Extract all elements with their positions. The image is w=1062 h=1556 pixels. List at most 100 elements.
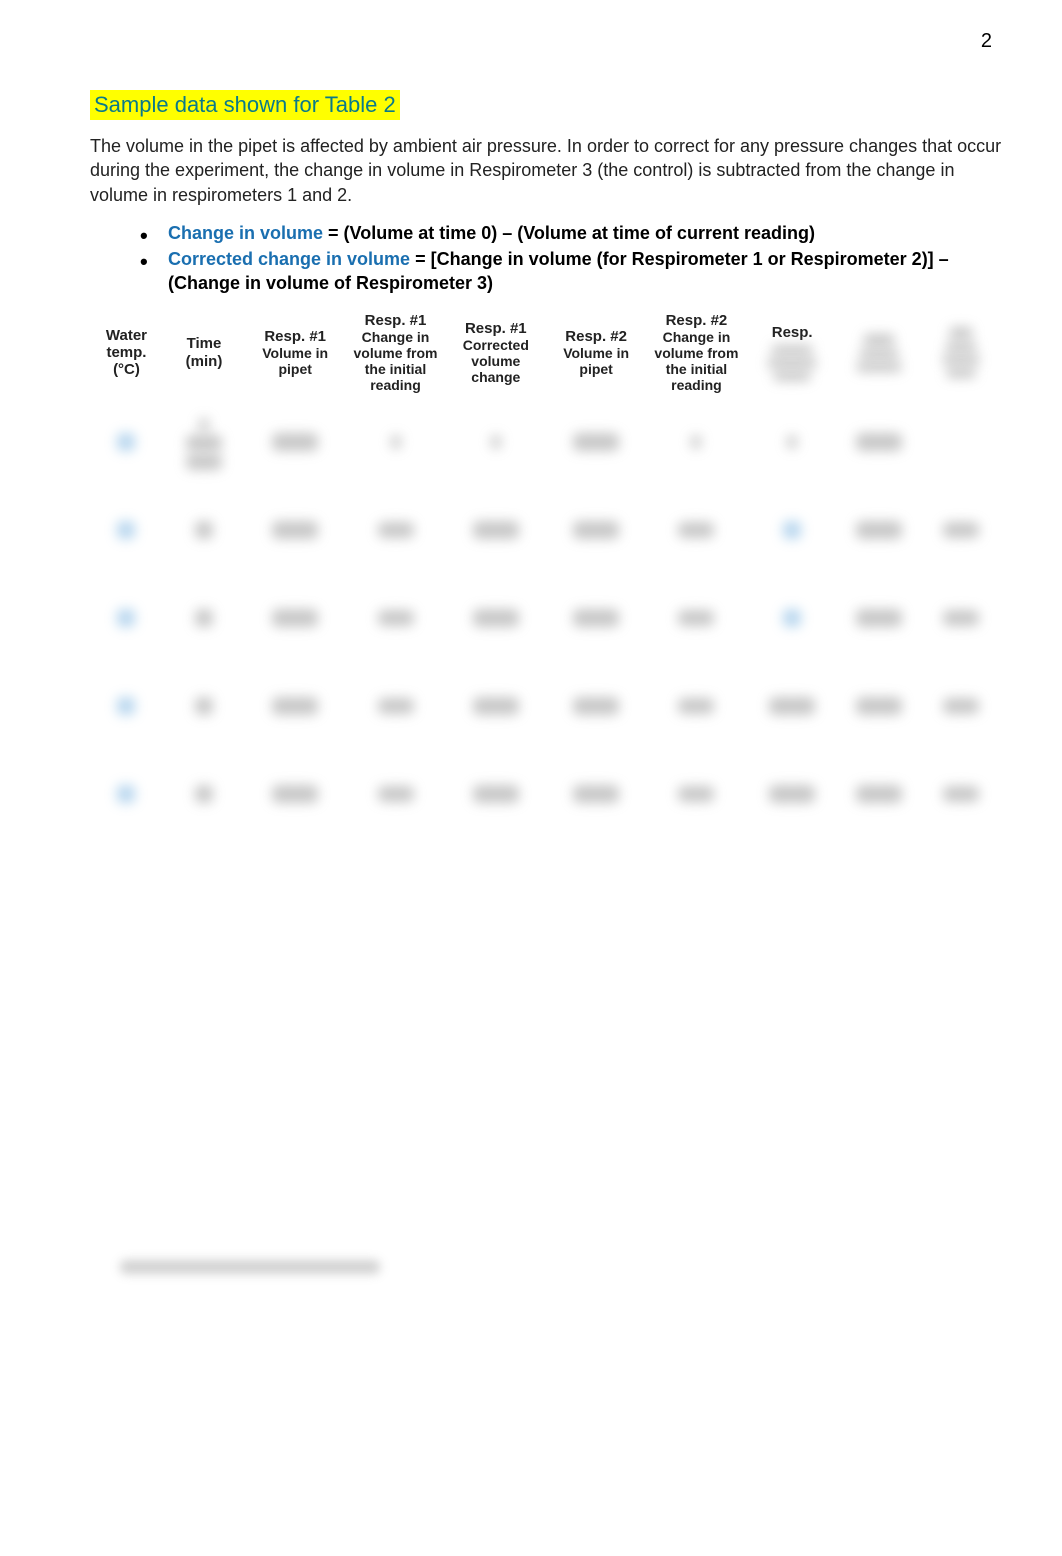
- redacted-value: [573, 609, 619, 627]
- table-cell: [245, 752, 345, 840]
- table-cell: [838, 576, 920, 664]
- table-header-row: Water temp. (°C) Time (min) Resp. #1Volu…: [90, 306, 1002, 400]
- table-cell: [747, 488, 838, 576]
- bullet-term: Change in volume: [168, 223, 323, 243]
- redacted-value: [573, 433, 619, 451]
- table-cell: [446, 576, 546, 664]
- col-header: Resp. #1Corrected volume change: [446, 306, 546, 400]
- redacted-value: [195, 697, 213, 715]
- col-header: Time (min): [163, 306, 245, 400]
- col-header: Resp.: [747, 306, 838, 400]
- intro-the: The: [90, 136, 126, 156]
- redacted-header: [863, 334, 895, 346]
- table-cell: [920, 664, 1002, 752]
- table-cell: [163, 488, 245, 576]
- col-header: Water temp. (°C): [90, 306, 163, 400]
- redacted-header: [856, 362, 902, 372]
- redacted-value: [678, 698, 714, 714]
- table-cell: [446, 488, 546, 576]
- redacted-value: [117, 433, 135, 451]
- col-header: Resp. #1Change in volume from the initia…: [345, 306, 445, 400]
- redacted-value: [769, 785, 815, 803]
- table-cell: [245, 400, 345, 488]
- page-number: 2: [981, 30, 992, 53]
- table-cell: [546, 664, 646, 752]
- redacted-value: [272, 609, 318, 627]
- bullet-item: Corrected change in volume = [Change in …: [140, 247, 1002, 296]
- intro-rest: volume in the pipet is affected by ambie…: [90, 136, 1001, 205]
- col-header: Resp. #2Change in volume from the initia…: [646, 306, 746, 400]
- redacted-value: [491, 435, 501, 449]
- redacted-value: [678, 610, 714, 626]
- redacted-header: [859, 349, 899, 359]
- table-row: [90, 576, 1002, 664]
- table-row: [90, 664, 1002, 752]
- col-header: Resp. #1Volume in pipet: [245, 306, 345, 400]
- table-cell: [345, 576, 445, 664]
- bullet-item: Change in volume = (Volume at time 0) – …: [140, 221, 1002, 245]
- redacted-value: [856, 521, 902, 539]
- table-row: [90, 488, 1002, 576]
- redacted-value: [117, 785, 135, 803]
- redacted-header: [773, 371, 811, 381]
- redacted-value: [856, 433, 902, 451]
- col-header-redacted: [838, 306, 920, 400]
- table-cell: [163, 576, 245, 664]
- redacted-value: [117, 609, 135, 627]
- redacted-value: [117, 697, 135, 715]
- redacted-value: [391, 435, 401, 449]
- redacted-value: [678, 786, 714, 802]
- table-cell: [920, 400, 1002, 488]
- bullet-rest: = (Volume at time 0) – (Volume at time o…: [323, 223, 815, 243]
- redacted-value: [473, 697, 519, 715]
- redacted-value: [473, 521, 519, 539]
- table-cell: [646, 400, 746, 488]
- table-cell: [446, 752, 546, 840]
- redacted-value: [195, 521, 213, 539]
- table-cell: [90, 400, 163, 488]
- table-cell: [446, 664, 546, 752]
- table-cell: [90, 576, 163, 664]
- table-cell: [646, 664, 746, 752]
- redacted-value: [272, 697, 318, 715]
- table-cell: [245, 664, 345, 752]
- table-cell: [245, 576, 345, 664]
- redacted-header: [771, 345, 813, 355]
- redacted-value: [856, 785, 902, 803]
- redacted-value: [573, 697, 619, 715]
- redacted-value: [378, 698, 414, 714]
- redacted-header: [942, 355, 980, 365]
- table-cell: [747, 664, 838, 752]
- bullet-list: Change in volume = (Volume at time 0) – …: [140, 221, 1002, 296]
- data-table: Water temp. (°C) Time (min) Resp. #1Volu…: [90, 306, 1002, 840]
- redacted-value: [943, 698, 979, 714]
- redacted-value: [943, 786, 979, 802]
- redacted-value: [573, 521, 619, 539]
- table-cell: [546, 752, 646, 840]
- redacted-value: [943, 522, 979, 538]
- redacted-value: [117, 521, 135, 539]
- footer-attribution: [120, 1260, 1002, 1279]
- table-cell: [163, 752, 245, 840]
- table-cell: [345, 488, 445, 576]
- table-row: [90, 400, 1002, 488]
- table-cell: [90, 664, 163, 752]
- redacted-value: [195, 785, 213, 803]
- redacted-header: [949, 327, 973, 339]
- redacted-value: [783, 609, 801, 627]
- table-row: [90, 752, 1002, 840]
- table-cell: [345, 752, 445, 840]
- table-cell: [446, 400, 546, 488]
- redacted-value: [691, 435, 701, 449]
- redacted-header: [946, 368, 976, 378]
- table-cell: [546, 576, 646, 664]
- redacted-value: [678, 522, 714, 538]
- redacted-value: [378, 786, 414, 802]
- col-header-redacted: [920, 306, 1002, 400]
- table-cell: [747, 400, 838, 488]
- table-cell: [90, 488, 163, 576]
- table-cell: [838, 752, 920, 840]
- redacted-value: [769, 697, 815, 715]
- table-cell: [838, 488, 920, 576]
- intro-paragraph: The volume in the pipet is affected by a…: [90, 134, 1002, 207]
